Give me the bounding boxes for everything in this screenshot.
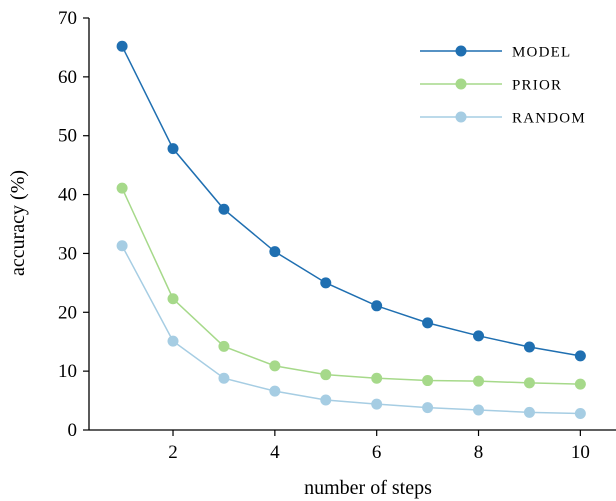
y-tick-label: 60 bbox=[58, 67, 77, 88]
y-tick-label: 10 bbox=[58, 361, 77, 382]
data-point-random bbox=[320, 394, 332, 406]
series-prior bbox=[116, 182, 586, 390]
legend-item-prior: PRIOR bbox=[420, 78, 562, 94]
series-line-prior bbox=[121, 187, 581, 385]
legend-item-random: RANDOM bbox=[420, 111, 586, 127]
data-point-model bbox=[523, 341, 535, 353]
data-point-random bbox=[574, 408, 586, 420]
legend-marker-model bbox=[455, 45, 467, 57]
series-line-model bbox=[121, 45, 581, 357]
y-axis-label: accuracy (%) bbox=[7, 170, 29, 276]
data-point-model bbox=[574, 350, 586, 362]
data-point-random bbox=[473, 404, 485, 416]
x-tick-label: 8 bbox=[474, 442, 484, 463]
x-tick-label: 4 bbox=[270, 442, 280, 463]
legend-item-model: MODEL bbox=[420, 45, 571, 61]
data-point-random bbox=[167, 335, 179, 347]
x-axis-label: number of steps bbox=[304, 477, 432, 499]
legend-marker-prior bbox=[455, 78, 467, 90]
data-point-model bbox=[422, 317, 434, 329]
y-tick-label: 70 bbox=[58, 8, 77, 29]
data-point-random bbox=[116, 240, 128, 252]
data-point-prior bbox=[523, 377, 535, 389]
legend-label-model: MODEL bbox=[512, 45, 571, 61]
y-tick-label: 0 bbox=[68, 420, 78, 441]
data-point-model bbox=[320, 277, 332, 289]
data-point-random bbox=[523, 406, 535, 418]
series-model bbox=[116, 40, 586, 362]
data-point-random bbox=[269, 385, 281, 397]
data-point-random bbox=[371, 398, 383, 410]
data-point-model bbox=[218, 203, 230, 215]
x-tick-label: 2 bbox=[168, 442, 178, 463]
data-point-prior bbox=[422, 375, 434, 387]
data-point-prior bbox=[320, 369, 332, 381]
data-point-model bbox=[167, 143, 179, 155]
data-point-model bbox=[371, 300, 383, 312]
y-tick-label: 20 bbox=[58, 302, 77, 323]
y-tick-label: 50 bbox=[58, 126, 77, 147]
data-point-model bbox=[269, 246, 281, 258]
x-tick-label: 6 bbox=[372, 442, 382, 463]
data-point-prior bbox=[473, 375, 485, 387]
x-tick-label: 10 bbox=[571, 442, 590, 463]
y-tick-label: 40 bbox=[58, 185, 77, 206]
series-line-random bbox=[121, 245, 581, 415]
data-point-prior bbox=[269, 360, 281, 372]
data-point-prior bbox=[116, 182, 128, 194]
axes: 0 10 20 30 40 50 60 70 2 4 6 8 10 bbox=[58, 8, 616, 463]
data-point-model bbox=[116, 40, 128, 52]
legend-label-prior: PRIOR bbox=[512, 78, 562, 94]
series-group bbox=[116, 40, 586, 420]
data-point-prior bbox=[218, 340, 230, 352]
data-point-model bbox=[473, 330, 485, 342]
data-point-prior bbox=[371, 372, 383, 384]
series-random bbox=[116, 240, 586, 420]
legend-marker-random bbox=[455, 111, 467, 123]
data-point-random bbox=[422, 402, 434, 414]
data-point-prior bbox=[574, 378, 586, 390]
y-tick-label: 30 bbox=[58, 243, 77, 264]
legend: MODEL PRIOR RANDOM bbox=[420, 45, 586, 127]
data-point-random bbox=[218, 372, 230, 384]
legend-label-random: RANDOM bbox=[512, 111, 586, 127]
data-point-prior bbox=[167, 293, 179, 305]
